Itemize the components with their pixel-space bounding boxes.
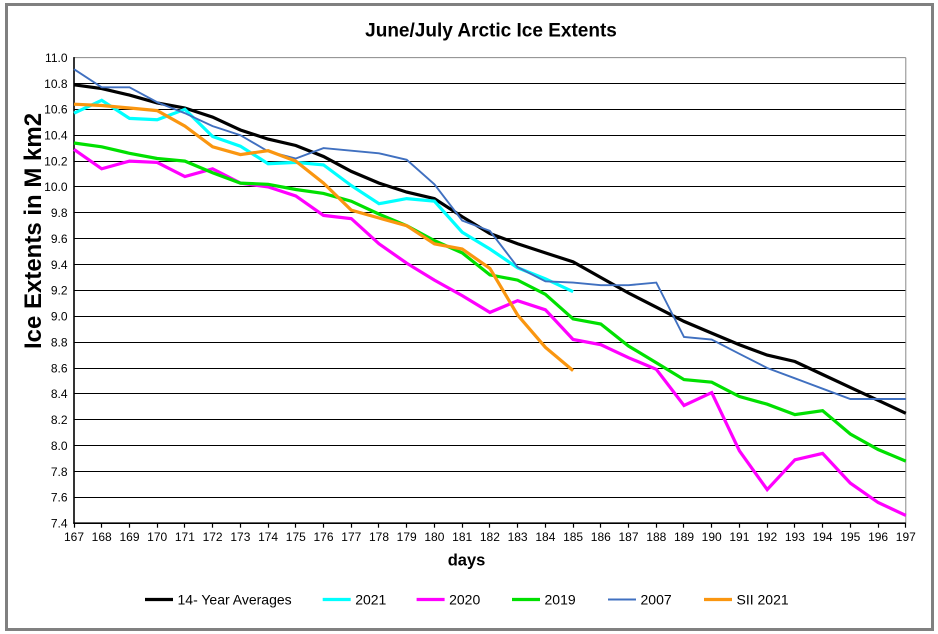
svg-text:10.2: 10.2 (44, 154, 68, 168)
svg-text:days: days (448, 552, 486, 570)
svg-text:10.8: 10.8 (44, 77, 68, 91)
svg-text:June/July Arctic Ice Extents: June/July Arctic Ice Extents (365, 21, 617, 42)
svg-text:184: 184 (535, 530, 555, 544)
svg-text:2019: 2019 (545, 591, 576, 607)
svg-text:8.8: 8.8 (51, 335, 68, 349)
svg-text:2020: 2020 (449, 591, 480, 607)
svg-text:9.2: 9.2 (51, 284, 68, 298)
svg-text:176: 176 (313, 530, 333, 544)
svg-text:181: 181 (452, 530, 472, 544)
svg-text:178: 178 (369, 530, 389, 544)
svg-text:183: 183 (508, 530, 528, 544)
svg-text:10.6: 10.6 (44, 103, 68, 117)
svg-text:Ice Extents in M km2: Ice Extents in M km2 (20, 113, 47, 349)
svg-text:197: 197 (896, 530, 916, 544)
svg-text:177: 177 (341, 530, 361, 544)
svg-text:196: 196 (868, 530, 888, 544)
svg-text:175: 175 (286, 530, 306, 544)
svg-text:190: 190 (702, 530, 722, 544)
svg-text:192: 192 (757, 530, 777, 544)
svg-text:10.0: 10.0 (44, 180, 68, 194)
svg-text:8.0: 8.0 (51, 439, 68, 453)
svg-text:169: 169 (119, 530, 139, 544)
svg-text:167: 167 (64, 530, 84, 544)
svg-text:173: 173 (230, 530, 250, 544)
svg-text:11.0: 11.0 (45, 51, 68, 65)
svg-text:8.2: 8.2 (51, 413, 68, 427)
svg-text:195: 195 (840, 530, 860, 544)
svg-text:187: 187 (618, 530, 638, 544)
svg-text:189: 189 (674, 530, 694, 544)
svg-text:7.8: 7.8 (51, 465, 68, 479)
svg-text:8.4: 8.4 (51, 387, 68, 401)
svg-text:9.4: 9.4 (51, 258, 68, 272)
svg-text:185: 185 (563, 530, 583, 544)
svg-text:9.8: 9.8 (51, 206, 68, 220)
svg-text:8.6: 8.6 (51, 361, 68, 375)
svg-text:9.0: 9.0 (51, 310, 68, 324)
svg-text:2007: 2007 (641, 591, 672, 607)
svg-text:7.4: 7.4 (51, 517, 68, 531)
svg-text:172: 172 (203, 530, 223, 544)
svg-text:2021: 2021 (355, 591, 386, 607)
svg-text:188: 188 (646, 530, 666, 544)
svg-text:170: 170 (147, 530, 167, 544)
svg-text:191: 191 (729, 530, 749, 544)
svg-text:10.4: 10.4 (44, 129, 68, 143)
svg-text:186: 186 (591, 530, 611, 544)
svg-text:193: 193 (785, 530, 805, 544)
svg-text:7.6: 7.6 (51, 491, 68, 505)
svg-text:168: 168 (92, 530, 112, 544)
svg-text:180: 180 (424, 530, 444, 544)
svg-text:194: 194 (813, 530, 833, 544)
svg-text:174: 174 (258, 530, 278, 544)
svg-text:9.6: 9.6 (51, 232, 68, 246)
svg-text:SII 2021: SII 2021 (737, 591, 789, 607)
svg-text:182: 182 (480, 530, 500, 544)
svg-text:171: 171 (175, 530, 195, 544)
svg-text:14- Year Averages: 14- Year Averages (178, 591, 292, 607)
svg-text:179: 179 (397, 530, 417, 544)
